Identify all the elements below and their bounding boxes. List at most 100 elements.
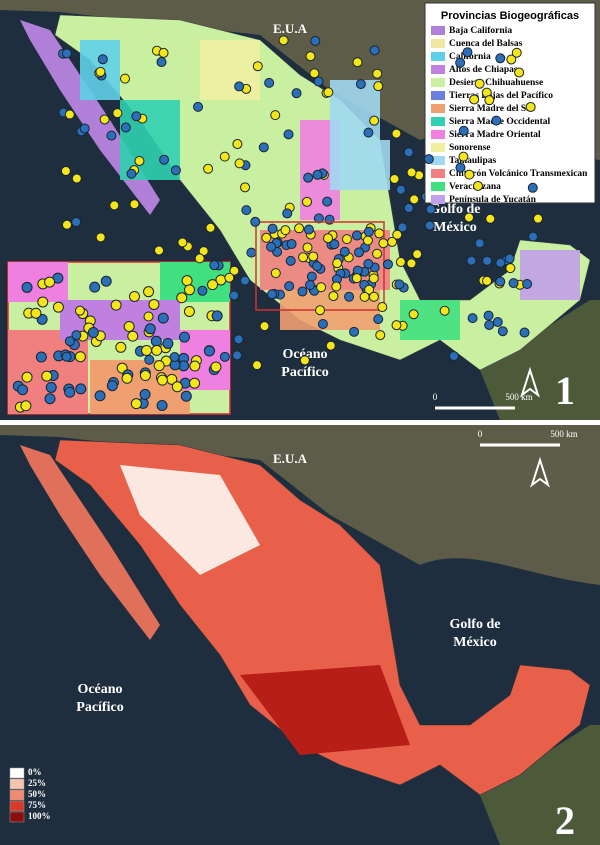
sample-point — [403, 203, 414, 214]
sample-point — [344, 291, 355, 302]
sample-point — [306, 271, 317, 282]
land-central-america — [480, 300, 600, 420]
sample-point — [508, 278, 519, 289]
sample-point — [497, 326, 508, 337]
sample-point — [291, 88, 302, 99]
sample-point — [106, 380, 118, 392]
sample-point — [157, 312, 169, 324]
sample-point — [141, 344, 153, 356]
sample-point — [375, 330, 386, 341]
sample-point — [197, 285, 208, 296]
sample-point — [194, 253, 205, 264]
sample-point — [144, 354, 155, 365]
sample-point — [406, 167, 417, 178]
label-pacific: Pacífico — [76, 700, 123, 715]
sample-point — [302, 242, 313, 253]
sample-point — [484, 319, 495, 330]
sample-point — [504, 253, 515, 264]
sample-point — [259, 321, 270, 332]
sample-point — [71, 330, 82, 341]
sample-point — [120, 122, 131, 133]
legend-swatch — [431, 104, 445, 113]
sample-point — [240, 182, 251, 193]
sample-point — [30, 307, 42, 319]
sample-point — [234, 81, 245, 92]
sample-point — [127, 330, 139, 342]
sample-point — [467, 313, 478, 324]
sample-point — [528, 231, 539, 242]
legend-swatch — [431, 182, 445, 191]
sample-point — [44, 276, 56, 288]
sample-point — [395, 257, 406, 268]
sample-point — [183, 305, 195, 317]
sample-point — [303, 224, 314, 235]
sample-point — [17, 384, 29, 396]
sample-point — [298, 252, 309, 263]
sample-point — [331, 281, 342, 292]
sample-point — [112, 108, 123, 119]
sample-point — [284, 281, 295, 292]
sample-point — [159, 154, 170, 165]
sample-point — [234, 158, 245, 169]
sample-point — [474, 78, 485, 89]
legend-label: Tierras Bajas del Pacífico — [449, 91, 553, 101]
sample-point — [209, 260, 220, 271]
north-arrow — [520, 366, 540, 398]
sample-point — [250, 216, 261, 227]
legend-label: California — [449, 52, 491, 62]
sample-point — [176, 292, 188, 304]
land-central-america — [480, 725, 600, 845]
sample-point — [156, 57, 167, 68]
legend-label: Cinturón Volcánico Transmexican — [449, 169, 588, 179]
sample-point — [294, 223, 305, 234]
sample-point — [219, 351, 230, 362]
sample-point — [267, 223, 278, 234]
sample-point — [286, 239, 297, 250]
province-area — [400, 300, 460, 340]
sample-point — [425, 204, 436, 215]
sample-point — [308, 251, 319, 262]
sample-point — [315, 305, 326, 316]
legend-swatch — [431, 195, 445, 204]
label-usa: E.U.A — [273, 451, 308, 466]
legend-label: Sierra Madre Oriental — [449, 130, 541, 140]
sample-point — [106, 130, 117, 141]
sample-point — [311, 261, 322, 272]
sample-point — [126, 168, 137, 179]
sample-point — [304, 280, 315, 291]
sample-point — [129, 199, 140, 210]
sample-point — [351, 273, 362, 284]
sample-point — [219, 151, 230, 162]
sample-point — [94, 390, 106, 402]
label-gulf: México — [453, 635, 497, 650]
sample-point — [472, 180, 483, 191]
legend-swatch — [431, 117, 445, 126]
sample-point — [278, 35, 289, 46]
sample-point — [373, 81, 384, 92]
sample-point — [317, 319, 328, 330]
sample-point — [506, 54, 517, 65]
sample-point — [203, 163, 214, 174]
province-area — [520, 250, 580, 300]
legend-label: 75% — [28, 800, 46, 810]
sample-point — [74, 351, 86, 363]
legend-swatch — [431, 91, 445, 100]
sample-point — [372, 248, 383, 259]
sample-point — [297, 286, 308, 297]
legend-swatch — [9, 811, 25, 823]
province-area — [200, 40, 260, 100]
sample-point — [397, 222, 408, 233]
legend-label: Desierto Chihuahuense — [449, 78, 543, 88]
sample-point — [211, 310, 223, 322]
sample-point — [482, 275, 493, 286]
low-area — [120, 465, 260, 575]
sample-point — [382, 259, 393, 270]
sample-point — [309, 68, 320, 79]
sample-point — [303, 172, 314, 183]
province-area — [330, 140, 390, 190]
label-pacific: Pacífico — [281, 365, 328, 380]
legend-swatch — [431, 143, 445, 152]
sample-point — [224, 272, 235, 283]
sample-point — [171, 381, 183, 393]
sample-point — [305, 51, 316, 62]
